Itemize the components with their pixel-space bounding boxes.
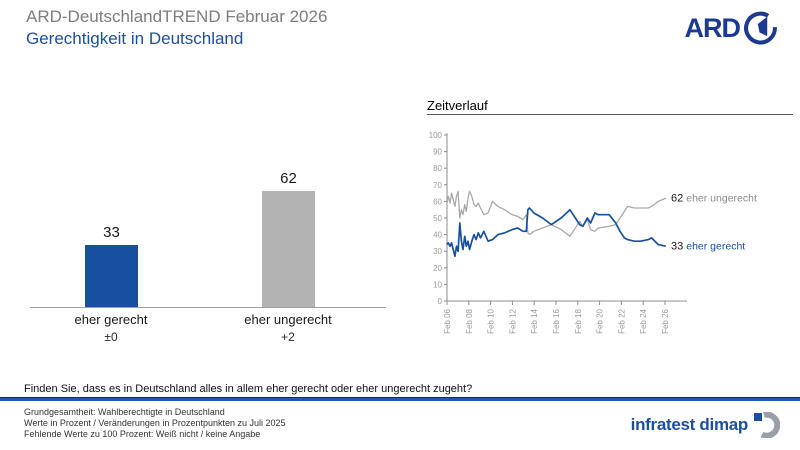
svg-text:Feb 26: Feb 26	[661, 308, 670, 333]
divider-rule-dark	[0, 397, 800, 398]
svg-text:80: 80	[433, 164, 442, 173]
svg-text:0: 0	[438, 297, 443, 306]
divider-rule-blue	[0, 398, 800, 401]
bar-label-gerecht: eher gerecht	[74, 312, 148, 327]
svg-text:Feb 20: Feb 20	[596, 308, 605, 333]
infratest-dimap-icon	[754, 412, 780, 438]
svg-text:10: 10	[433, 280, 442, 289]
svg-text:Feb 10: Feb 10	[487, 308, 496, 333]
line-chart: 0 10 20 30 40 50 60 70 80 90 100 Feb 06 Feb 08 Feb 10…	[429, 131, 757, 334]
svg-text:100: 100	[429, 131, 443, 140]
svg-text:60: 60	[433, 197, 442, 206]
svg-text:Feb 16: Feb 16	[552, 308, 561, 333]
timeline-title-rule	[427, 114, 793, 115]
svg-text:Feb 22: Feb 22	[617, 308, 626, 333]
footnotes: Grundgesamtheit: Wahlberechtigte in Deut…	[24, 407, 286, 440]
svg-text:70: 70	[433, 181, 442, 190]
svg-text:20: 20	[433, 264, 442, 273]
bar-value-ungerecht: 62	[280, 170, 297, 187]
footnote-line: Werte in Prozent / Veränderungen in Proz…	[24, 418, 286, 428]
svg-text:50: 50	[433, 214, 442, 223]
svg-text:30: 30	[433, 247, 442, 256]
infratest-dimap-text: infratest dimap	[630, 415, 749, 434]
bar-ungerecht	[262, 191, 315, 307]
svg-text:Feb 08: Feb 08	[465, 308, 474, 333]
svg-text:90: 90	[433, 148, 442, 157]
question-text: Finden Sie, dass es in Deutschland alles…	[24, 383, 473, 395]
svg-text:Feb 12: Feb 12	[508, 308, 517, 333]
svg-text:40: 40	[433, 231, 442, 240]
svg-text:Feb 14: Feb 14	[530, 308, 539, 333]
bar-gerecht	[85, 245, 138, 307]
svg-text:Feb 24: Feb 24	[639, 308, 648, 333]
bar-axis-line	[30, 307, 386, 308]
page-subtitle: Gerechtigkeit in Deutschland	[26, 29, 244, 48]
bar-change-gerecht: ±0	[104, 330, 118, 344]
infratest-dimap-logo: infratest dimap	[631, 412, 780, 438]
page-title: ARD-DeutschlandTREND Februar 2026	[26, 7, 328, 26]
bar-change-ungerecht: +2	[281, 330, 295, 344]
footnote-line: Grundgesamtheit: Wahlberechtigte in Deut…	[24, 407, 225, 417]
ard-logo: ARD	[685, 10, 779, 46]
timeline-title: Zeitverlauf	[427, 98, 488, 113]
svg-text:Feb 06: Feb 06	[443, 308, 452, 333]
svg-text:Feb 18: Feb 18	[574, 308, 583, 333]
bar-value-gerecht: 33	[103, 224, 120, 241]
ard-one-icon	[744, 11, 777, 45]
bar-label-ungerecht: eher ungerecht	[244, 312, 332, 327]
ard-logo-text: ARD	[684, 12, 741, 43]
footnote-line: Fehlende Werte zu 100 Prozent: Weiß nich…	[24, 429, 261, 439]
